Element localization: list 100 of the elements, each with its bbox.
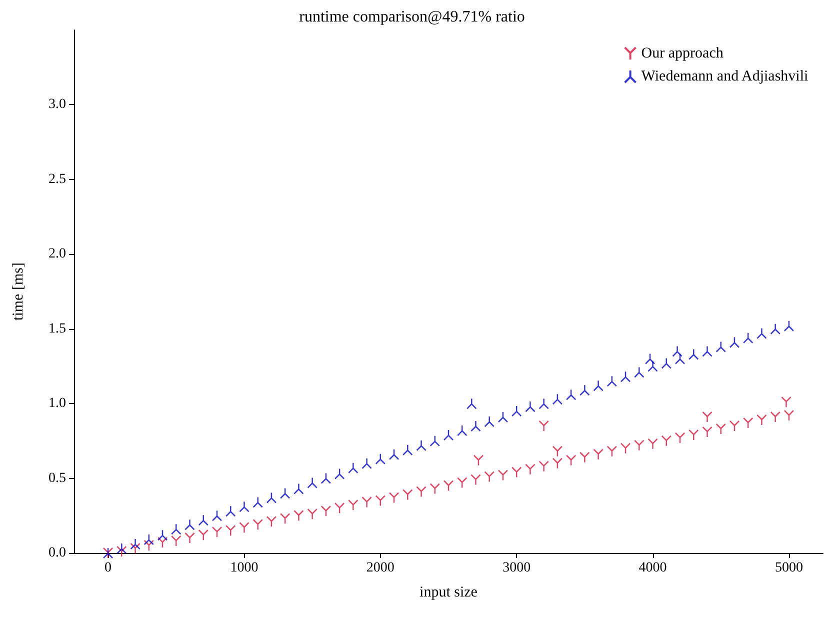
point — [784, 410, 794, 422]
point — [157, 536, 168, 548]
point — [552, 393, 563, 405]
point — [716, 341, 726, 352]
point — [443, 480, 454, 492]
point — [742, 332, 754, 344]
point — [688, 429, 699, 441]
point — [307, 508, 318, 520]
point — [580, 452, 590, 464]
point — [470, 474, 481, 486]
point — [593, 380, 604, 392]
point — [375, 495, 386, 506]
y-tick-label: 3.0 — [48, 97, 66, 112]
point — [348, 462, 358, 474]
point — [456, 424, 468, 436]
point — [566, 388, 576, 400]
point — [498, 470, 508, 481]
point — [661, 358, 672, 369]
point — [634, 366, 644, 378]
point — [252, 496, 263, 508]
point — [634, 440, 644, 452]
point — [266, 516, 277, 528]
y-tick-label: 0.0 — [48, 546, 66, 560]
point — [198, 514, 209, 526]
point — [511, 405, 522, 417]
point — [116, 542, 127, 554]
point — [252, 518, 263, 530]
point — [688, 348, 699, 360]
point — [552, 458, 563, 469]
y-axis-title: time [ms] — [10, 262, 26, 320]
point — [443, 429, 454, 441]
point — [402, 444, 413, 456]
point — [388, 448, 400, 460]
point — [756, 328, 767, 339]
point — [770, 411, 780, 423]
point — [416, 486, 426, 498]
point — [334, 502, 345, 514]
point — [620, 442, 631, 454]
y-tick-label: 2.0 — [48, 246, 66, 262]
point — [661, 435, 672, 447]
point — [170, 535, 182, 547]
point — [334, 468, 345, 480]
x-axis-title: input size — [420, 584, 478, 600]
point — [672, 346, 682, 357]
point — [644, 353, 656, 364]
point — [620, 371, 631, 382]
point — [212, 510, 222, 522]
point — [729, 420, 740, 432]
point — [729, 336, 740, 348]
point — [430, 483, 440, 494]
point — [348, 500, 358, 511]
x-tick-label: 2000 — [366, 560, 394, 576]
point — [674, 353, 686, 364]
point — [430, 435, 440, 447]
y-tick-label: 0.5 — [48, 470, 66, 486]
point — [144, 540, 154, 552]
point — [130, 538, 140, 550]
point — [606, 376, 618, 387]
point — [484, 471, 495, 482]
point — [456, 477, 468, 488]
point — [525, 464, 536, 475]
point — [702, 426, 712, 438]
point — [416, 440, 426, 452]
y-tick-label: 1.5 — [48, 321, 66, 336]
point — [716, 423, 726, 435]
point — [702, 346, 712, 357]
point — [538, 420, 549, 432]
point — [511, 466, 522, 478]
point — [280, 488, 290, 499]
point — [742, 417, 754, 429]
point — [484, 416, 495, 428]
point — [157, 529, 168, 541]
point — [606, 446, 618, 458]
y-tick-label: 1.0 — [48, 396, 66, 412]
point — [552, 446, 563, 458]
point — [320, 506, 332, 517]
point — [402, 489, 413, 500]
point — [144, 534, 154, 546]
point — [473, 454, 484, 466]
point — [781, 396, 792, 408]
point — [184, 532, 195, 544]
point — [266, 492, 277, 504]
point — [566, 454, 576, 466]
point — [239, 501, 250, 512]
point — [784, 320, 794, 332]
point — [648, 360, 658, 372]
legend-label: Our approach — [641, 46, 724, 62]
point — [756, 414, 767, 426]
point — [593, 448, 604, 460]
point — [307, 477, 318, 488]
point — [648, 438, 658, 450]
point — [580, 384, 590, 396]
x-tick-label: 0 — [104, 560, 112, 576]
point — [116, 546, 127, 558]
y-tick-label: 2.5 — [48, 172, 66, 187]
point — [538, 398, 549, 410]
point — [320, 472, 332, 484]
point — [225, 506, 236, 517]
point — [470, 420, 481, 432]
point — [498, 411, 508, 423]
